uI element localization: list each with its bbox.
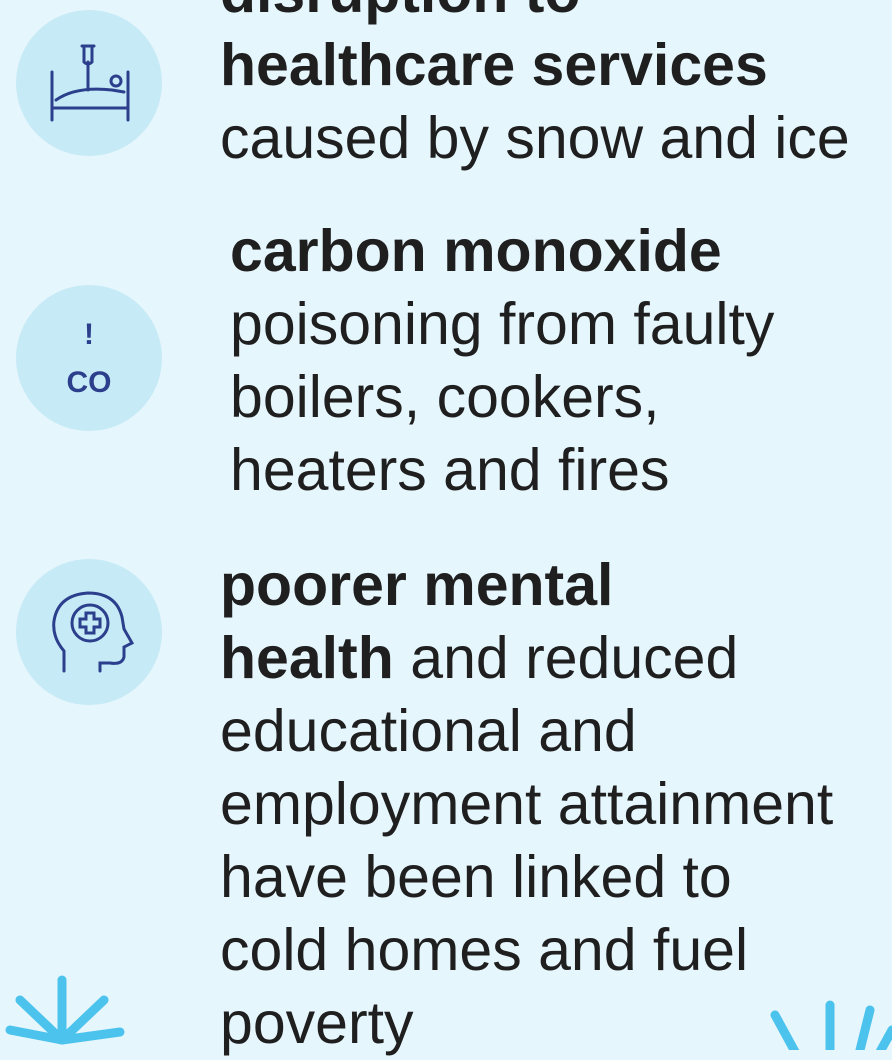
icon-circle [16,285,162,431]
text-line: poisoning from faulty [230,288,774,361]
bed-icon [16,10,162,156]
bold-text: carbon monoxide [230,218,722,284]
text-line: carbon monoxide [230,215,774,288]
body-text: have been linked to [220,844,732,910]
body-text: poverty [220,990,413,1056]
head-icon [16,559,162,705]
bold-text: poorer mental [220,552,613,618]
item-text: carbon monoxide poisoning from faulty boil… [230,215,774,507]
text-line: have been linked to [220,841,833,914]
item-text: disruption to healthcare services caused b… [220,0,850,175]
body-text: poisoning from faulty [230,291,774,357]
bold-text: healthcare services [220,32,768,98]
body-text: caused by snow and ice [220,105,850,171]
text-line: disruption to [220,0,850,29]
body-text: boilers, cookers, [230,364,660,430]
body-text: cold homes and fuel [220,917,748,983]
co-mark: ! [16,318,162,352]
text-line: employment attainment [220,768,833,841]
body-text: and reduced [410,625,738,691]
body-text: educational and [220,698,637,764]
text-line: boilers, cookers, [230,361,774,434]
co-label: CO [16,366,162,400]
body-text: employment attainment [220,771,833,837]
text-line: educational and [220,695,833,768]
text-line: heaters and fires [230,434,774,507]
bold-text: health [220,625,394,691]
text-line: caused by snow and ice [220,102,850,175]
page: ! CO disruption to healthcare services cau… [0,0,892,1050]
text-line: cold homes and fuel [220,914,833,987]
bold-text: disruption to [220,0,580,25]
text-line: healthcare services [220,29,850,102]
body-text: heaters and fires [230,437,669,503]
text-line: poverty [220,987,833,1060]
text-line: poorer mental [220,549,833,622]
